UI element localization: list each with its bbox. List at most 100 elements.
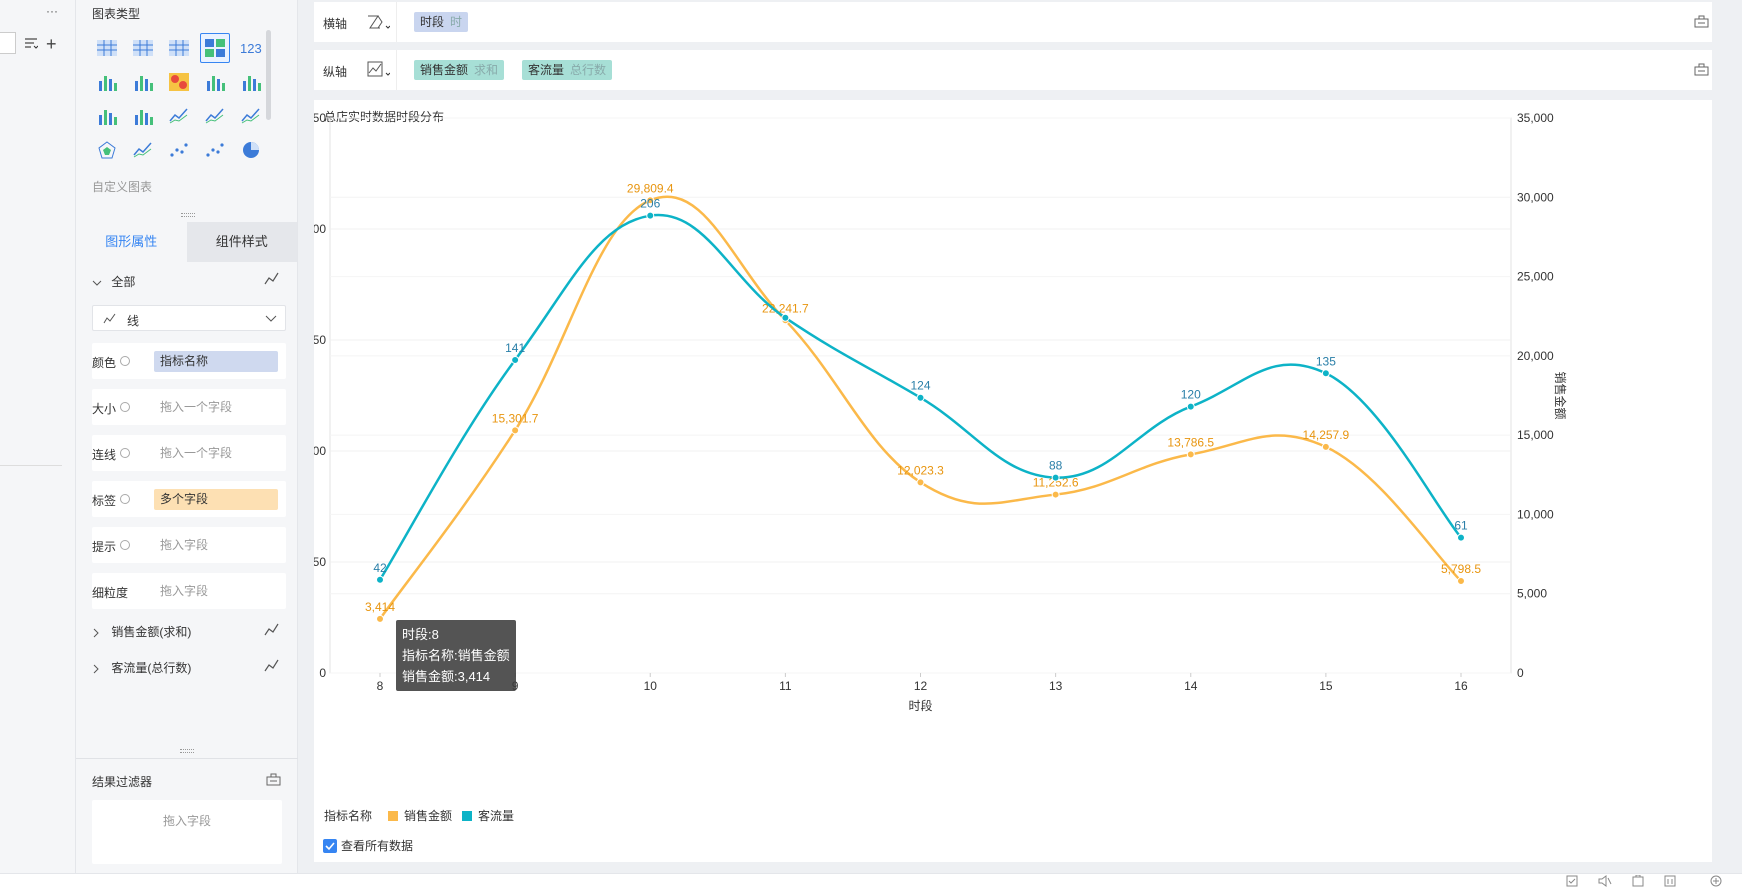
all-group-header[interactable]: 全部 <box>92 273 135 290</box>
heatmap-icon[interactable] <box>164 67 194 97</box>
mute-icon[interactable] <box>1598 875 1612 887</box>
data-label: 124 <box>910 379 930 393</box>
tooltip-line: 时段:8 <box>402 627 439 642</box>
property-row-label: 大小 <box>92 402 117 416</box>
property-row-field[interactable]: 拖入一个字段 <box>160 446 233 460</box>
radar-icon[interactable] <box>92 135 122 165</box>
data-label: 206 <box>640 197 660 211</box>
bubble-icon[interactable] <box>200 135 230 165</box>
y-tick-label-left: 150 <box>314 333 326 347</box>
line-chart-icon[interactable] <box>264 659 280 676</box>
data-point <box>1457 533 1465 542</box>
filter-settings-icon[interactable] <box>266 772 281 789</box>
property-row-field[interactable]: 多个字段 <box>154 489 278 510</box>
data-point <box>511 426 520 435</box>
series-group-sales[interactable]: 销售金额(求和) <box>92 623 191 640</box>
axis-settings-icon[interactable] <box>1694 14 1709 31</box>
gear-icon[interactable] <box>120 540 130 550</box>
y-field-sub: 总行数 <box>570 63 607 77</box>
step-chart-icon[interactable] <box>164 101 194 131</box>
line-chart-icon[interactable] <box>236 101 266 131</box>
resize-handle[interactable] <box>180 749 194 753</box>
scatter-icon[interactable] <box>164 135 194 165</box>
x-tick-label: 13 <box>1049 679 1063 693</box>
legend-swatch-traffic <box>462 810 473 821</box>
multi-line-icon[interactable] <box>200 101 230 131</box>
line-chart-icon[interactable] <box>264 623 280 640</box>
zoom-icon[interactable] <box>1710 875 1722 887</box>
chevron-down-icon <box>265 315 277 322</box>
view-all-data[interactable]: 查看所有数据 <box>323 837 413 854</box>
add-icon[interactable]: + <box>46 34 57 54</box>
property-row-field[interactable]: 拖入字段 <box>160 538 209 552</box>
property-row-field[interactable]: 指标名称 <box>154 351 278 372</box>
data-point <box>376 614 384 623</box>
legend-item-sales[interactable]: 销售金额 <box>404 809 453 823</box>
property-row-label: 细粒度 <box>92 586 129 600</box>
data-point <box>1051 473 1060 482</box>
tooltip-line: 销售金额:3,414 <box>402 669 491 684</box>
column-chart-icon[interactable] <box>236 67 266 97</box>
table-icon[interactable] <box>92 33 122 63</box>
gear-icon[interactable] <box>120 494 130 504</box>
gear-icon[interactable] <box>120 402 130 412</box>
save-icon[interactable] <box>1632 874 1644 887</box>
tab-graphic-attributes[interactable]: 图形属性 <box>76 222 187 262</box>
detail-table-icon[interactable] <box>164 33 194 63</box>
grouped-table-icon[interactable] <box>200 33 230 63</box>
data-icon[interactable] <box>1664 875 1676 887</box>
pie-chart-icon[interactable] <box>236 135 266 165</box>
number-card-icon[interactable]: 123 <box>236 33 266 63</box>
svg-text:123: 123 <box>240 41 262 56</box>
collapsed-input[interactable] <box>0 32 16 54</box>
y-field-tag-traffic[interactable]: 客流量 总行数 <box>522 60 613 80</box>
x-axis-title: 时段 <box>908 698 932 713</box>
series-line-sales <box>378 195 1462 620</box>
bar-h-icon[interactable] <box>128 101 158 131</box>
stacked-bar-icon[interactable] <box>200 67 230 97</box>
sort-icon[interactable] <box>24 36 39 53</box>
x-field-tag[interactable]: 时段时 <box>414 12 469 32</box>
line-mark-icon <box>103 313 116 324</box>
property-row-field[interactable]: 拖入一个字段 <box>160 400 233 414</box>
y-axis-type-icon[interactable] <box>366 60 391 81</box>
property-row-field[interactable]: 拖入字段 <box>160 584 209 598</box>
bar-chart-icon[interactable] <box>92 101 122 131</box>
axis-settings-icon[interactable] <box>1694 62 1709 79</box>
gear-icon[interactable] <box>120 356 130 366</box>
x-axis-type-icon[interactable] <box>366 13 391 34</box>
property-row: 提示 拖入字段 <box>92 527 286 563</box>
chart-tooltip: 时段:8 指标名称:销售金额 销售金额:3,414 <box>396 620 516 691</box>
series-group-label: 客流量(总行数) <box>111 661 192 675</box>
chart-type-title: 图表类型 <box>92 7 141 21</box>
custom-chart-label[interactable]: 自定义图表 <box>92 180 153 194</box>
mark-type-select[interactable]: 线 <box>92 305 286 331</box>
line-chart-icon[interactable] <box>264 272 280 289</box>
y-field-name: 销售金额 <box>420 63 469 77</box>
data-label: 29,809.4 <box>627 181 674 195</box>
resize-handle[interactable] <box>181 213 195 217</box>
more-icon[interactable]: ··· <box>46 4 58 18</box>
gear-icon[interactable] <box>120 448 130 458</box>
cross-table-icon[interactable] <box>128 33 158 63</box>
legend-item-traffic[interactable]: 客流量 <box>478 809 515 823</box>
x-tick-label: 14 <box>1184 679 1198 693</box>
data-point <box>376 575 384 584</box>
data-label: 15,301.7 <box>492 411 539 425</box>
dot-table-icon[interactable] <box>128 67 158 97</box>
status-bar <box>0 873 1742 887</box>
data-point <box>1186 402 1195 411</box>
property-row-label: 颜色 <box>92 356 117 370</box>
dropzone-placeholder: 拖入字段 <box>162 814 211 828</box>
check-icon[interactable] <box>1566 875 1578 887</box>
series-group-traffic[interactable]: 客流量(总行数) <box>92 659 191 676</box>
property-row: 颜色 指标名称 <box>92 343 286 379</box>
y-field-tag-sales[interactable]: 销售金额 求和 <box>414 60 505 80</box>
data-label: 14,257.9 <box>1303 428 1350 442</box>
area-icon[interactable] <box>128 135 158 165</box>
tab-component-style[interactable]: 组件样式 <box>186 222 297 262</box>
result-filter-dropzone[interactable]: 拖入字段 <box>92 800 282 864</box>
scrollbar[interactable] <box>266 30 271 120</box>
view-all-checkbox[interactable] <box>323 838 337 853</box>
color-table-icon[interactable] <box>92 67 122 97</box>
